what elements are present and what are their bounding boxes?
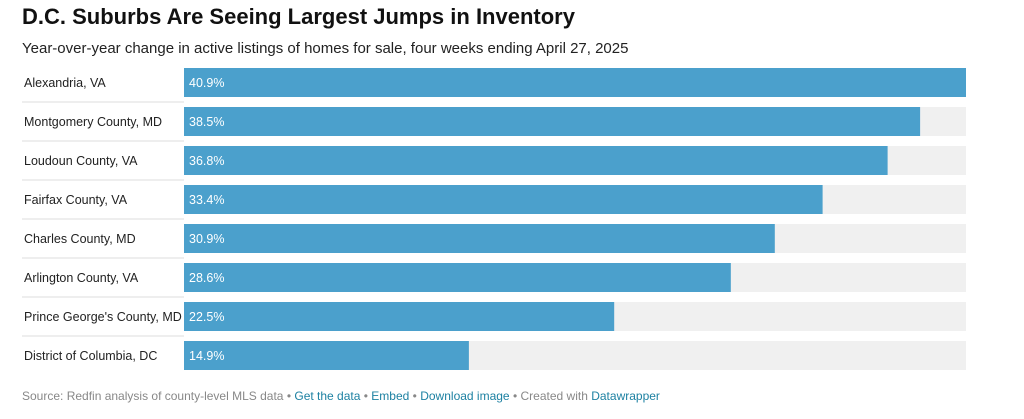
footer-link[interactable]: Embed (371, 389, 409, 403)
bar (184, 146, 888, 175)
value-label: 36.8% (189, 154, 224, 168)
bar (184, 107, 921, 136)
value-label: 22.5% (189, 310, 224, 324)
category-label: Charles County, MD (24, 232, 136, 246)
bar (184, 302, 615, 331)
category-label: Montgomery County, MD (24, 115, 162, 129)
category-label: District of Columbia, DC (24, 349, 157, 363)
category-label: Fairfax County, VA (24, 193, 128, 207)
value-label: 38.5% (189, 115, 224, 129)
bar (184, 263, 731, 292)
category-label: Prince George's County, MD (24, 310, 182, 324)
footer-link[interactable]: Download image (420, 389, 510, 403)
separator: • (364, 389, 368, 403)
value-label: 30.9% (189, 232, 224, 246)
chart-subtitle: Year-over-year change in active listings… (22, 40, 628, 57)
category-label: Arlington County, VA (24, 271, 139, 285)
bar (184, 341, 469, 370)
bar (184, 185, 823, 214)
credit-link[interactable]: Datawrapper (591, 389, 660, 403)
separator: • (413, 389, 417, 403)
credit: Created with (521, 389, 588, 403)
bar (184, 224, 775, 253)
separator: • (287, 389, 291, 403)
value-label: 33.4% (189, 193, 224, 207)
footer-link[interactable]: Get the data (294, 389, 360, 403)
source-note: Source: Redfin analysis of county-level … (22, 389, 284, 403)
chart-title: D.C. Suburbs Are Seeing Largest Jumps in… (22, 4, 576, 29)
value-label: 14.9% (189, 349, 224, 363)
separator: • (513, 389, 517, 403)
footer: Source: Redfin analysis of county-level … (22, 389, 660, 403)
value-label: 40.9% (189, 76, 224, 90)
bar (184, 68, 966, 97)
value-label: 28.6% (189, 271, 224, 285)
category-label: Alexandria, VA (24, 76, 106, 90)
category-label: Loudoun County, VA (24, 154, 138, 168)
